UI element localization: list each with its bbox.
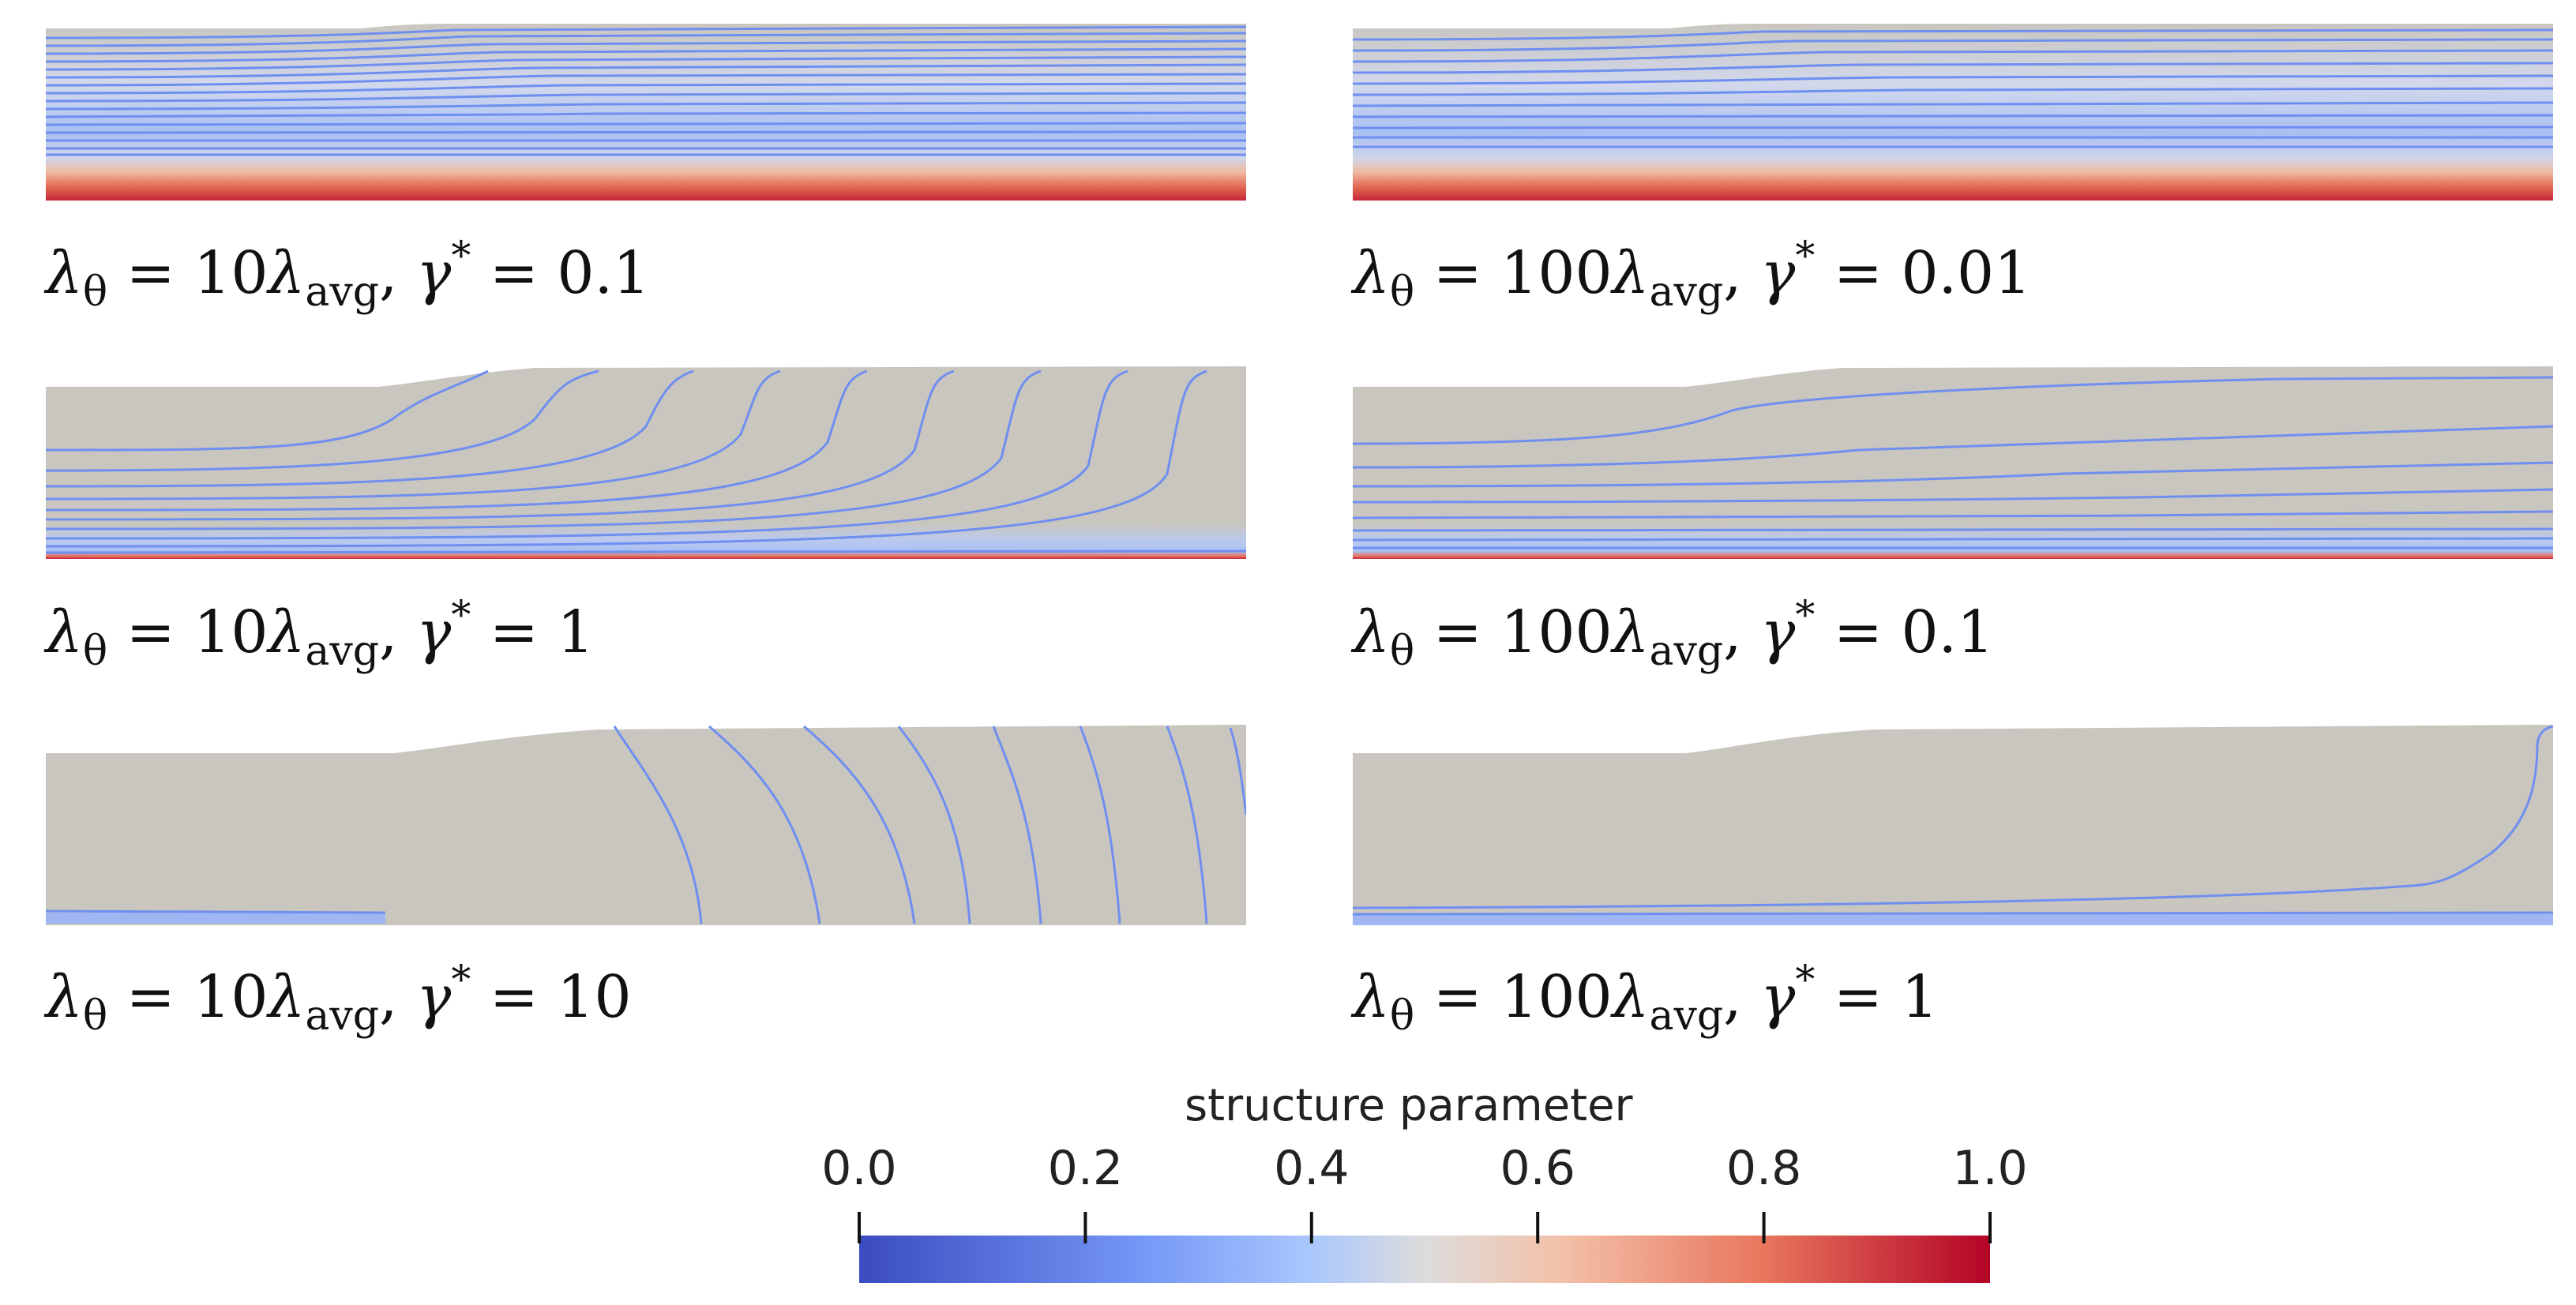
colorbar-title: structure parameter bbox=[1185, 1080, 1633, 1131]
panel-4 bbox=[1353, 363, 2553, 568]
panel-5-plot bbox=[46, 725, 1246, 925]
panel-5 bbox=[46, 720, 1246, 927]
caption-panel-2: λθ = 100λavg, γ* = 0.01 bbox=[1353, 233, 2032, 316]
contour-lines bbox=[1353, 376, 2553, 549]
colorbar-tick-label: 0.4 bbox=[1274, 1141, 1350, 1196]
contour-lines bbox=[1353, 725, 2553, 916]
panel-2-plot bbox=[1353, 24, 2553, 201]
caption-panel-4: λθ = 100λavg, γ* = 0.1 bbox=[1353, 592, 1995, 675]
contour-lines bbox=[1353, 28, 2553, 148]
colorbar-tick-label: 0.0 bbox=[821, 1141, 897, 1196]
domain-shape bbox=[1353, 366, 2553, 559]
panel-6 bbox=[1353, 720, 2553, 927]
contour-lines bbox=[46, 369, 1246, 554]
bottom-band bbox=[46, 913, 385, 924]
caption-panel-1: λθ = 10λavg, γ* = 0.1 bbox=[46, 233, 651, 316]
panel-3-plot bbox=[46, 366, 1246, 559]
panel-2 bbox=[1353, 22, 2553, 205]
colorbar-tick-label: 1.0 bbox=[1952, 1141, 2028, 1196]
contour-lines bbox=[46, 25, 1246, 156]
panel-3 bbox=[46, 363, 1246, 568]
panel-4-plot bbox=[1353, 366, 2553, 559]
caption-panel-6: λθ = 100λavg, γ* = 1 bbox=[1353, 957, 1939, 1040]
domain-shape bbox=[1353, 24, 2553, 201]
domain-shape bbox=[46, 366, 1246, 559]
panel-1-plot bbox=[46, 24, 1246, 201]
bottom-band bbox=[1353, 914, 2553, 925]
colorbar-tick-label: 0.6 bbox=[1500, 1141, 1575, 1196]
domain-shape bbox=[46, 725, 1246, 925]
colorbar-tick-label: 0.2 bbox=[1047, 1141, 1124, 1196]
colorbar-tick-label: 0.8 bbox=[1725, 1141, 1802, 1196]
colorbar bbox=[858, 1212, 1992, 1283]
colorbar-gradient bbox=[859, 1236, 1990, 1283]
panel-1 bbox=[46, 22, 1246, 205]
panel-6-plot bbox=[1353, 725, 2553, 925]
colorbar-ticks bbox=[858, 1212, 1992, 1243]
domain-shape bbox=[1353, 725, 2553, 925]
caption-panel-5: λθ = 10λavg, γ* = 10 bbox=[46, 957, 632, 1040]
caption-panel-3: λθ = 10λavg, γ* = 1 bbox=[46, 592, 595, 675]
contour-lines bbox=[613, 725, 1246, 924]
domain-shape bbox=[46, 24, 1246, 201]
